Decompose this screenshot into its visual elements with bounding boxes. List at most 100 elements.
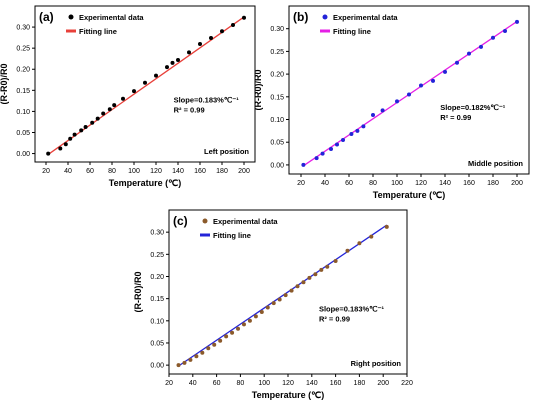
y-tick-label: 0.30 — [270, 26, 284, 33]
y-axis-title: (R-R0)/R0 — [133, 271, 143, 312]
data-point — [467, 51, 471, 56]
data-point — [247, 318, 252, 323]
data-point — [188, 357, 193, 362]
data-point — [407, 92, 411, 97]
data-point — [431, 78, 435, 83]
data-point — [194, 354, 199, 359]
legend-marker-experimental — [202, 218, 208, 224]
y-tick-label: 0.00 — [16, 151, 30, 158]
y-tick-label: 0.15 — [270, 94, 284, 101]
data-point — [165, 65, 169, 70]
data-point — [58, 146, 63, 151]
y-tick-label: 0.20 — [270, 72, 284, 79]
panel-label: (a) — [39, 10, 54, 24]
data-point — [333, 258, 338, 263]
legend-label-fitting: Fitting line — [333, 27, 371, 36]
data-point — [241, 322, 246, 327]
data-point — [295, 284, 300, 289]
x-tick-label: 180 — [487, 180, 499, 187]
x-tick-label: 160 — [463, 180, 475, 187]
data-point — [236, 326, 241, 331]
data-point — [301, 280, 306, 285]
data-point — [361, 124, 366, 129]
data-point — [230, 330, 235, 335]
data-point — [231, 22, 235, 27]
data-point — [187, 50, 191, 55]
data-point — [335, 142, 339, 147]
legend-label-experimental: Experimental data — [213, 217, 278, 226]
data-point — [209, 36, 213, 41]
position-label: Left position — [204, 147, 249, 156]
data-point — [132, 89, 136, 94]
data-point — [325, 264, 330, 269]
y-tick-label: 0.25 — [150, 252, 164, 259]
y-tick-label: 0.00 — [270, 162, 284, 169]
y-tick-label: 0.25 — [270, 49, 284, 56]
x-tick-label: 200 — [238, 168, 250, 175]
data-point — [112, 103, 117, 108]
slope-annotation: Slope=0.182%℃⁻¹ — [440, 103, 506, 112]
plot-frame — [34, 5, 256, 163]
x-tick-label: 80 — [108, 168, 116, 175]
x-tick-label: 100 — [391, 180, 403, 187]
legend-label-fitting: Fitting line — [79, 27, 117, 36]
data-point — [479, 44, 483, 49]
data-point — [224, 334, 229, 339]
legend-marker-experimental — [68, 14, 74, 20]
y-tick-label: 0.05 — [150, 340, 164, 347]
position-label: Right position — [351, 359, 402, 368]
y-tick-label: 0.15 — [150, 296, 164, 303]
x-tick-label: 200 — [377, 380, 389, 387]
data-point — [90, 120, 95, 125]
position-label: Middle position — [468, 159, 523, 168]
data-point — [271, 301, 276, 306]
slope-annotation: Slope=0.183%℃⁻¹ — [319, 305, 385, 314]
data-point — [83, 125, 88, 130]
x-tick-label: 160 — [330, 380, 342, 387]
y-tick-label: 0.00 — [150, 363, 164, 370]
x-tick-label: 80 — [237, 380, 245, 387]
x-axis-title: Temperature (℃) — [109, 178, 181, 188]
panel-label: (b) — [293, 10, 308, 24]
data-point — [46, 151, 51, 156]
data-point — [79, 128, 84, 133]
data-point — [176, 57, 180, 62]
data-point — [154, 73, 158, 78]
y-tick-label: 0.10 — [270, 117, 284, 124]
y-tick-label: 0.20 — [16, 67, 30, 74]
x-tick-label: 40 — [64, 168, 72, 175]
legend-label-experimental: Experimental data — [79, 13, 144, 22]
data-point — [314, 156, 319, 161]
y-axis-title: (R-R0)/R0 — [0, 63, 9, 104]
x-tick-label: 80 — [369, 180, 377, 187]
data-point — [170, 60, 175, 65]
x-tick-label: 140 — [306, 380, 318, 387]
x-tick-label: 220 — [401, 380, 413, 387]
data-point — [72, 132, 77, 137]
data-point — [355, 128, 360, 133]
data-point — [455, 60, 459, 65]
x-tick-label: 60 — [86, 168, 94, 175]
x-tick-label: 40 — [321, 180, 329, 187]
data-point — [395, 99, 399, 104]
plot-frame — [288, 5, 530, 175]
x-tick-label: 20 — [42, 168, 50, 175]
x-tick-label: 180 — [216, 168, 228, 175]
data-point — [301, 162, 306, 167]
r2-annotation: R² = 0.99 — [319, 315, 350, 324]
data-point — [357, 241, 362, 246]
data-point — [277, 297, 282, 302]
fitting-line — [47, 16, 245, 155]
data-point — [220, 29, 224, 34]
data-point — [182, 360, 187, 365]
data-point — [380, 108, 385, 113]
y-tick-label: 0.20 — [150, 274, 164, 281]
x-tick-label: 20 — [297, 180, 305, 187]
legend-label-fitting: Fitting line — [213, 231, 251, 240]
data-point — [443, 69, 447, 74]
r2-annotation: R² = 0.99 — [440, 113, 471, 122]
x-tick-label: 60 — [213, 380, 221, 387]
chart-panel-0: 20 40 60 80 100 120 140 160 180 200 0.00 0.05 0.10 0.… — [0, 5, 256, 188]
data-point — [349, 132, 354, 137]
